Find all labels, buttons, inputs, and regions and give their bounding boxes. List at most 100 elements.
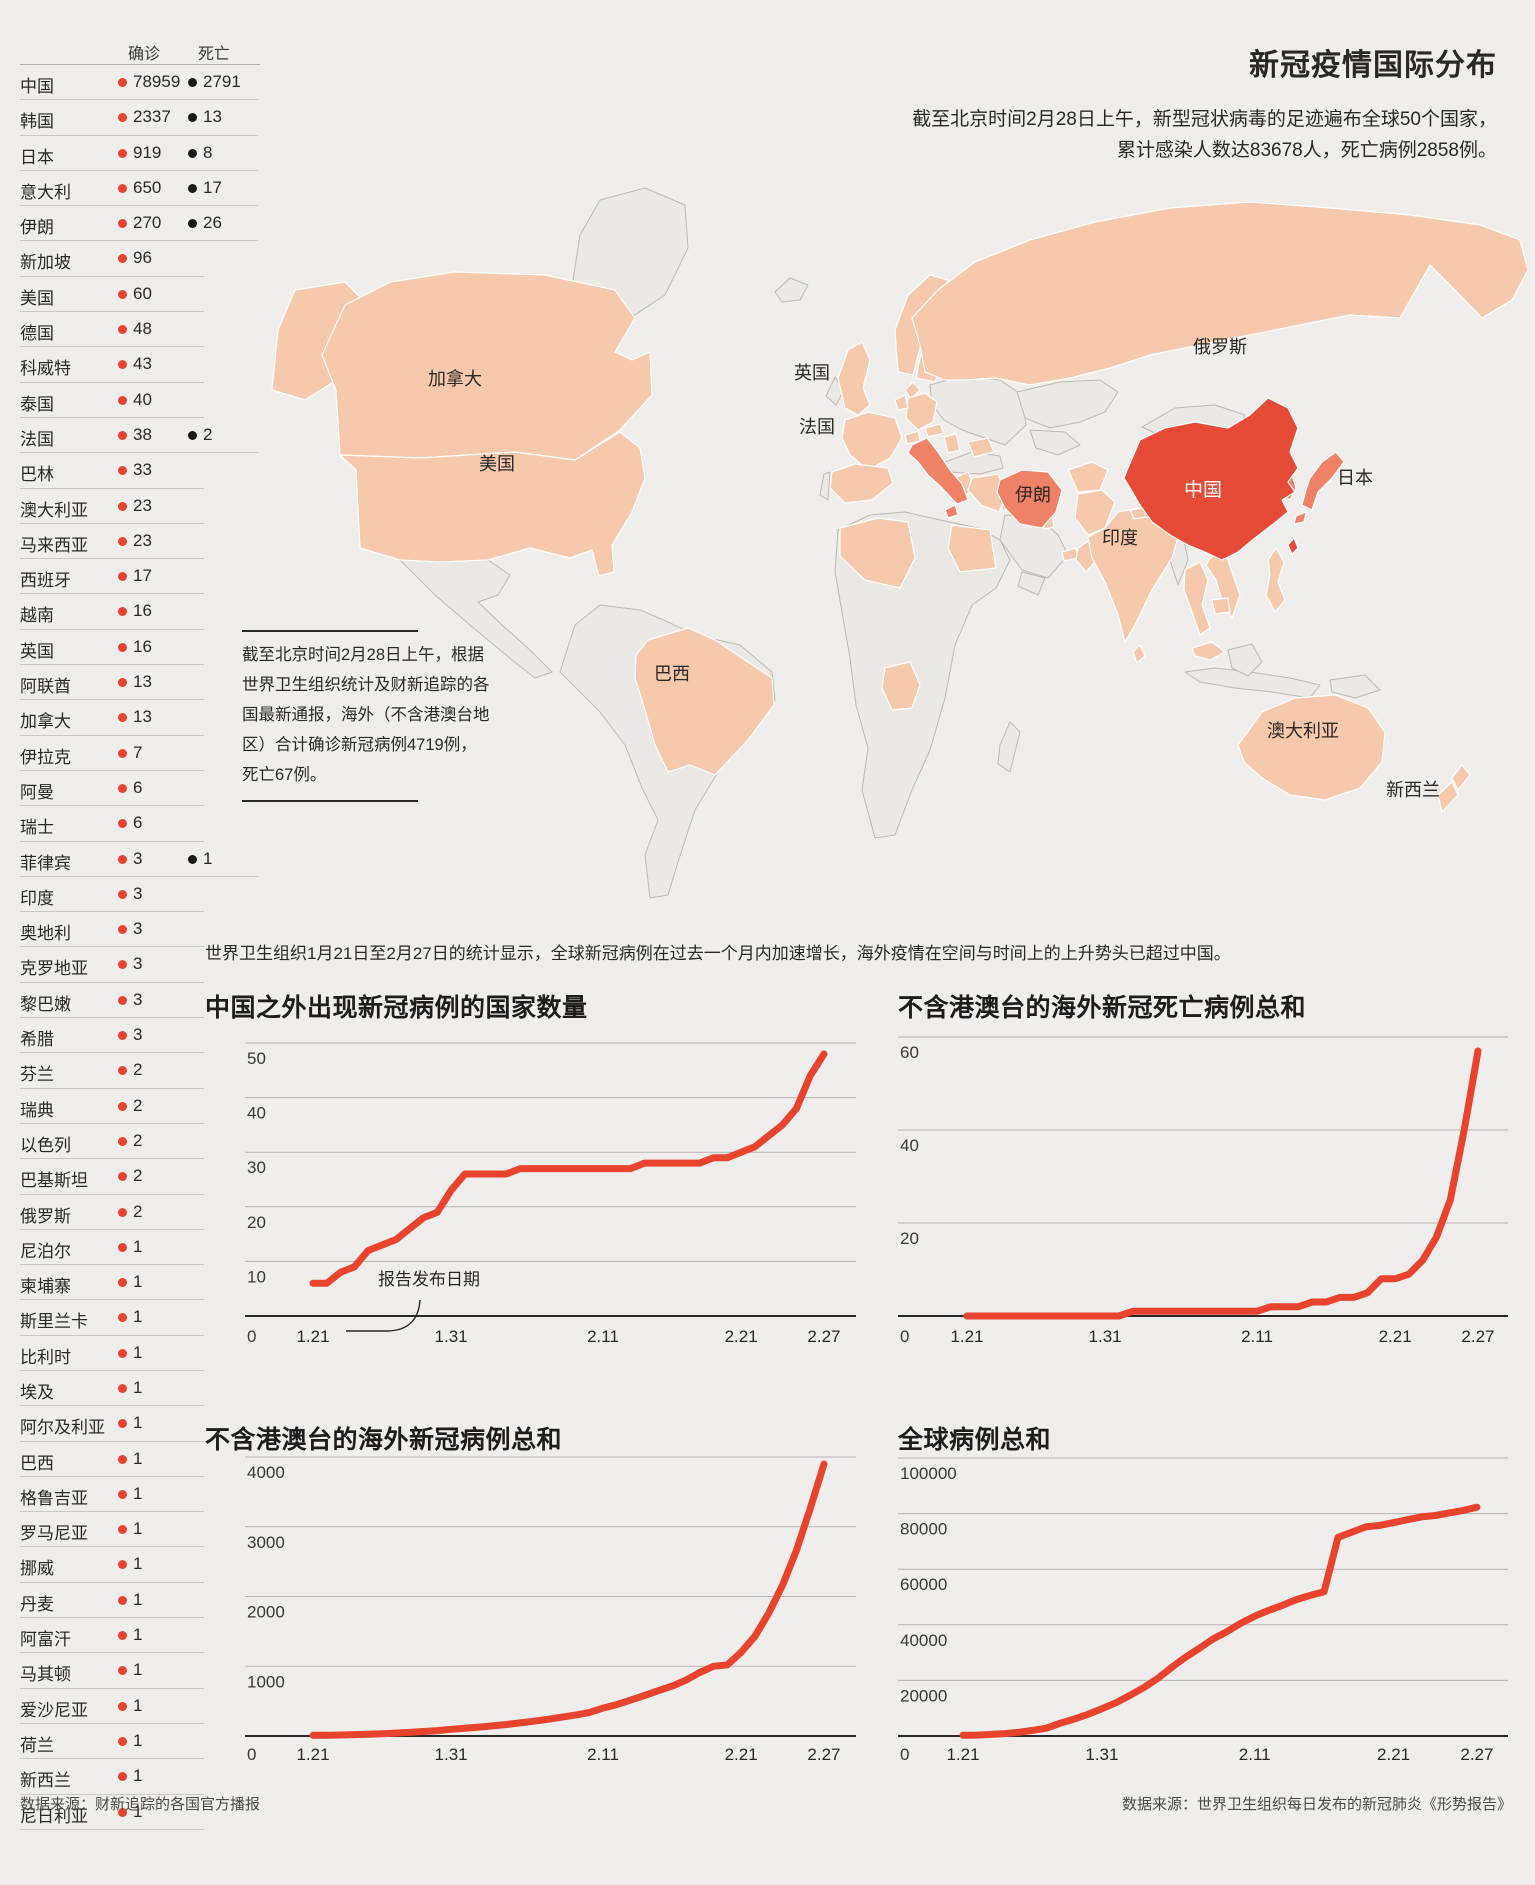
confirmed-count: 2 <box>133 1095 143 1115</box>
country-name: 巴林 <box>20 465 54 485</box>
data-line <box>309 1050 828 1287</box>
confirmed-dot <box>118 430 127 440</box>
map-italy <box>907 437 969 505</box>
map-thailand <box>1183 561 1211 636</box>
chart2-title: 不含港澳台的海外新冠死亡病例总和 <box>898 994 1307 1022</box>
confirmed-count: 38 <box>133 424 152 444</box>
country-name: 比利时 <box>20 1347 71 1367</box>
origin-label: 0 <box>900 1327 909 1346</box>
map-iran <box>996 469 1063 529</box>
charts-canvas: 10 20 30 40 50 0 1.21 1.31 2.11 2.21 2.27 20 40 60 0 1.… <box>245 1036 1508 1764</box>
confirmed-count: 2 <box>133 1201 143 1221</box>
deaths-count: 8 <box>203 142 213 162</box>
confirmed-dot <box>118 1101 127 1111</box>
chart4-title: 全球病例总和 <box>898 1426 1052 1454</box>
table-row: 斯里兰卡 1 <box>20 1300 204 1336</box>
map-japan-south <box>1293 511 1307 525</box>
confirmed-count: 1 <box>133 1730 143 1750</box>
deaths-dot <box>188 219 197 229</box>
confirmed-dot <box>118 713 127 723</box>
confirmed-count: 23 <box>133 495 152 515</box>
map-central-asia <box>1029 429 1081 456</box>
map-australia <box>1237 694 1386 801</box>
x-tick-label: 2.11 <box>587 1745 619 1764</box>
country-name: 尼泊尔 <box>20 1241 71 1261</box>
table-row: 西班牙 17 <box>20 559 204 595</box>
confirmed-dot <box>118 1031 127 1041</box>
confirmed-dot <box>118 889 127 899</box>
map-africa <box>834 511 1011 839</box>
table-row: 挪威 1 <box>20 1547 204 1583</box>
confirmed-dot <box>118 572 127 582</box>
note-bottom-rule <box>242 800 418 802</box>
map-new-zealand-north <box>1451 764 1471 791</box>
x-tick-label: 1.21 <box>296 1745 329 1764</box>
table-row: 加拿大 13 <box>20 700 204 736</box>
map-usa <box>339 431 646 577</box>
country-table-rows: 中国 78959 2791 韩国 2337 13 日本 919 8 意大利 650 17 伊朗 270 26… <box>20 65 260 1830</box>
table-row: 黎巴嫩 3 <box>20 983 204 1019</box>
y-tick-label: 3000 <box>247 1533 285 1552</box>
table-row: 美国 60 <box>20 277 204 313</box>
confirmed-count: 13 <box>133 672 152 692</box>
confirmed-dot <box>118 995 127 1005</box>
y-tick-label: 1000 <box>247 1672 285 1691</box>
table-row: 马来西亚 23 <box>20 524 204 560</box>
confirmed-count: 43 <box>133 354 152 374</box>
table-row: 巴西 1 <box>20 1442 204 1477</box>
confirmed-count: 1 <box>133 1589 143 1609</box>
table-row: 意大利 650 17 <box>20 171 258 207</box>
confirmed-dot <box>118 1313 127 1323</box>
deaths-header: 死亡 <box>198 46 231 63</box>
confirmed-dot <box>118 254 127 264</box>
country-name: 阿富汗 <box>20 1630 71 1650</box>
deaths-dot <box>188 148 197 158</box>
table-row: 新西兰 1 <box>20 1759 204 1795</box>
deaths-dot <box>188 183 197 193</box>
country-name: 法国 <box>20 429 54 449</box>
confirmed-count: 6 <box>133 777 143 797</box>
table-row: 爱沙尼亚 1 <box>20 1689 204 1724</box>
confirmed-count: 1 <box>133 1695 143 1715</box>
map-landmasses <box>271 187 1529 899</box>
confirmed-dot <box>118 1136 127 1146</box>
deaths-dot <box>188 113 197 123</box>
map-malaysia <box>1191 641 1226 661</box>
x-tick-label: 2.21 <box>725 1745 758 1764</box>
x-tick-label: 1.31 <box>1089 1327 1122 1346</box>
table-row: 阿联酋 13 <box>20 665 204 701</box>
deaths-count: 2 <box>203 424 213 444</box>
confirmed-count: 2 <box>133 1130 143 1150</box>
confirmed-count: 7 <box>133 742 143 762</box>
confirmed-dot <box>118 289 127 299</box>
deaths-dot <box>188 78 197 87</box>
country-name: 韩国 <box>20 112 54 132</box>
y-tick-label: 2000 <box>247 1603 285 1622</box>
map-spain <box>829 463 894 504</box>
y-tick-label: 10 <box>247 1267 266 1286</box>
y-tick-label: 40 <box>900 1136 919 1155</box>
table-row: 韩国 2337 13 <box>20 100 258 136</box>
country-table: 确诊 死亡 中国 78959 2791 韩国 2337 13 日本 919 8 意大利 650 17 伊… <box>20 36 260 1830</box>
table-row: 芬兰 2 <box>20 1053 204 1089</box>
confirmed-dot <box>118 78 127 87</box>
confirmed-dot <box>118 219 127 229</box>
table-row: 比利时 1 <box>20 1336 204 1371</box>
map-country-label: 英国 <box>794 363 830 383</box>
header: 新冠疫情国际分布 截至北京时间2月28日上午，新型冠状病毒的足迹遍布全球50个国… <box>912 40 1497 166</box>
page-subtitle: 截至北京时间2月28日上午，新型冠状病毒的足迹遍布全球50个国家， 累计感染人数… <box>912 109 1497 161</box>
map-country-label: 加拿大 <box>428 368 482 389</box>
confirmed-count: 2 <box>133 1166 143 1186</box>
confirmed-dot <box>118 607 127 617</box>
table-row: 法国 38 2 <box>20 418 258 454</box>
confirmed-dot <box>118 1242 127 1252</box>
table-row: 克罗地亚 3 <box>20 947 204 983</box>
confirmed-dot <box>118 1631 127 1641</box>
map-kazakhstan <box>1016 379 1119 429</box>
map-note-text: 截至北京时间2月28日上午，根据 世界卫生组织统计及财新追踪的各 国最新通报，海… <box>242 646 490 784</box>
map-iraq <box>967 473 1007 513</box>
table-row: 印度 3 <box>20 877 204 913</box>
deaths-count: 26 <box>203 213 222 233</box>
map-cambodia <box>1211 597 1231 615</box>
confirmed-dot <box>118 1348 127 1358</box>
